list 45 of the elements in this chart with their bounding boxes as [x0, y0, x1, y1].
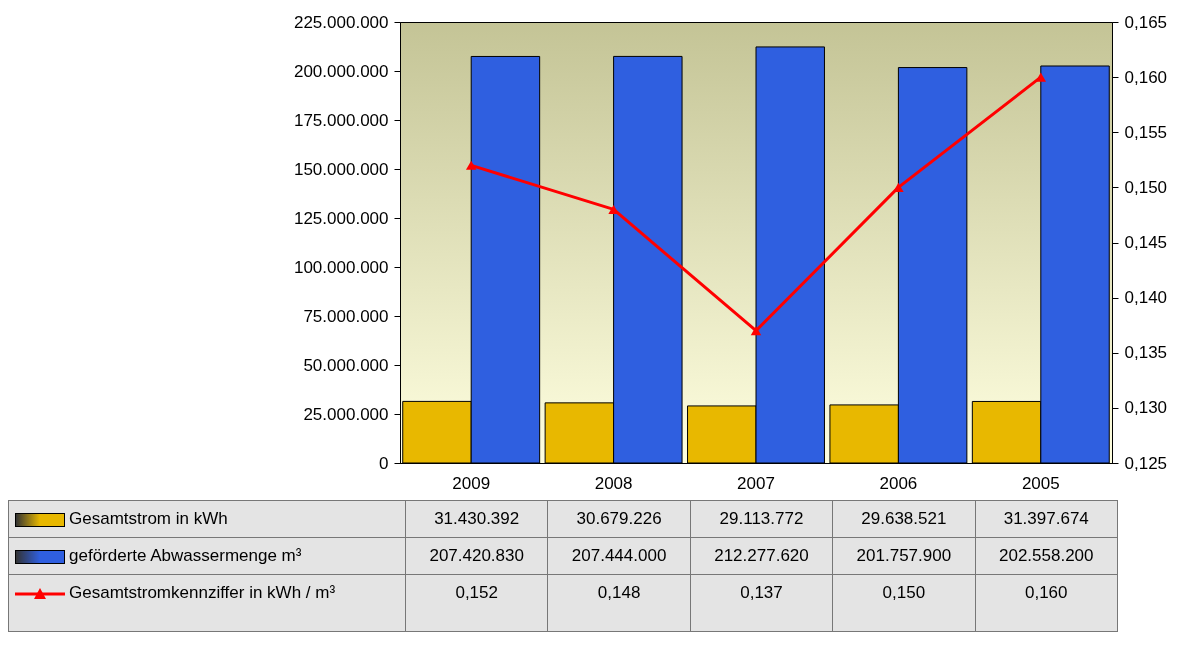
x-tick-label: 2008: [594, 473, 633, 493]
text: 202.558.200: [998, 546, 1094, 565]
y-tick-label: 0: [379, 453, 389, 473]
point: [893, 182, 904, 192]
x-tick-label: 2006: [879, 473, 918, 493]
y2-tick-label: 0,165: [1124, 12, 1168, 32]
y2-tick-label: 0,145: [1124, 233, 1168, 252]
legend-label: Gesamtstrom in kWh: [69, 509, 228, 528]
y2-tick-label: 0,150: [1124, 177, 1168, 197]
y-tick-label: 50.000.000: [303, 355, 389, 375]
text: 29.638.521: [861, 509, 947, 528]
text: 201.757.900: [856, 546, 952, 565]
y-tick-label: 225.000.000: [293, 12, 389, 32]
text: 0,150: [882, 583, 926, 602]
text: 207.444.000: [571, 546, 667, 565]
text: 31.397.674: [1003, 509, 1089, 528]
text: 30.679.226: [576, 509, 662, 528]
point: [465, 160, 477, 170]
y-tick-label: 200.000.000: [293, 61, 389, 81]
y2-tick-label: 0,135: [1124, 343, 1168, 363]
text: 207.420.830: [429, 546, 524, 565]
y2-tick-label: 0,140: [1124, 288, 1168, 308]
y-tick-label: 75.000.000: [303, 306, 389, 326]
text: 0,148: [597, 583, 641, 602]
text: 31.430.392: [434, 509, 520, 528]
text: 212.277.620: [714, 546, 809, 565]
y2-tick-label: 0,155: [1124, 122, 1168, 142]
point: [750, 326, 762, 336]
legend-label: geförderte Abwassermenge m³: [69, 546, 302, 565]
x-tick-label: 2007: [737, 473, 775, 493]
text: 0,160: [1024, 583, 1068, 602]
y2-tick-label: 0,160: [1124, 67, 1168, 87]
legend-label: Gesamtstromkennziffer in kWh / m³: [69, 583, 336, 602]
y-tick-label: 175.000.000: [293, 110, 389, 130]
text: 0,152: [455, 583, 498, 602]
y-tick-label: 125.000.000: [293, 208, 389, 228]
text: 0,137: [740, 583, 783, 602]
text: 29.113.772: [719, 509, 804, 528]
y2-tick-label: 0,130: [1124, 398, 1168, 418]
y-tick-label: 25.000.000: [303, 404, 389, 424]
y2-tick-label: 0,125: [1124, 453, 1168, 473]
x-tick-label: 2005: [1021, 473, 1060, 493]
y-tick-label: 150.000.000: [293, 159, 389, 179]
y-tick-label: 100.000.000: [293, 257, 389, 277]
x-tick-label: 2009: [452, 473, 491, 493]
